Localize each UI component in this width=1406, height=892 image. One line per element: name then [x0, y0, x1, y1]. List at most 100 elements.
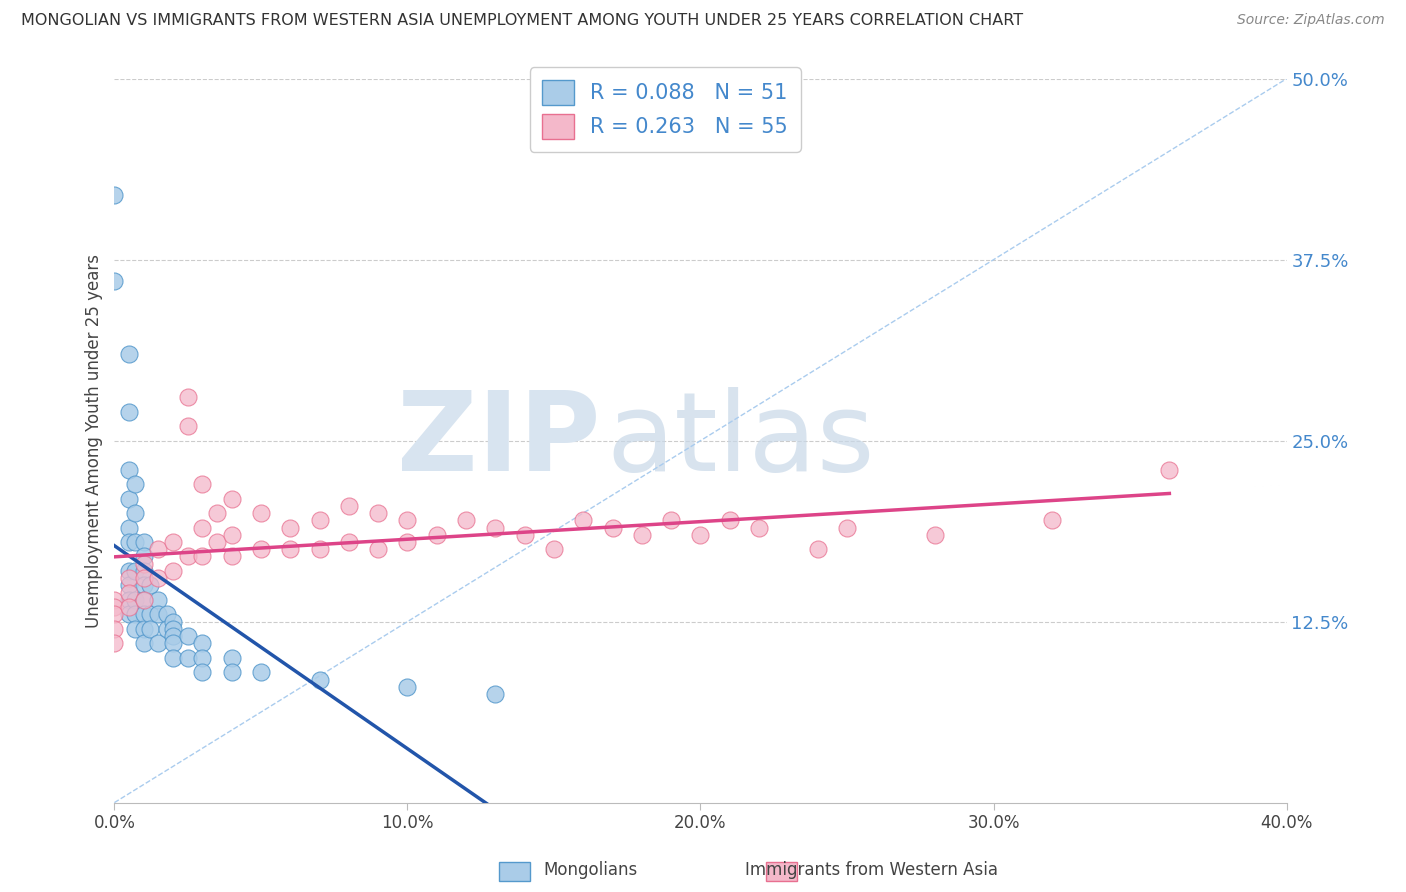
- Point: [191, 636, 214, 650]
- Point: [118, 491, 141, 506]
- Point: [162, 636, 184, 650]
- Point: [118, 347, 141, 361]
- Point: [132, 535, 155, 549]
- Point: [118, 564, 141, 578]
- Point: [1159, 462, 1181, 476]
- Point: [454, 513, 477, 527]
- Point: [631, 528, 654, 542]
- Point: [118, 600, 141, 615]
- Point: [278, 542, 301, 557]
- Point: [132, 636, 155, 650]
- Point: [103, 593, 125, 607]
- Point: [148, 593, 170, 607]
- Text: ZIP: ZIP: [398, 387, 600, 494]
- Point: [138, 578, 160, 592]
- Legend: R = 0.088   N = 51, R = 0.263   N = 55: R = 0.088 N = 51, R = 0.263 N = 55: [530, 68, 800, 152]
- Point: [367, 506, 389, 520]
- Point: [250, 665, 273, 680]
- Point: [118, 462, 141, 476]
- Point: [191, 650, 214, 665]
- Point: [132, 549, 155, 564]
- Point: [176, 390, 198, 404]
- Point: [308, 542, 330, 557]
- Point: [602, 520, 624, 534]
- Point: [132, 578, 155, 592]
- Point: [124, 607, 146, 622]
- Point: [162, 535, 184, 549]
- Point: [162, 650, 184, 665]
- Point: [191, 477, 214, 491]
- Point: [176, 549, 198, 564]
- Point: [396, 513, 419, 527]
- Point: [191, 665, 214, 680]
- Point: [162, 564, 184, 578]
- Point: [103, 600, 125, 615]
- Point: [221, 665, 243, 680]
- Point: [807, 542, 830, 557]
- Point: [176, 650, 198, 665]
- Point: [396, 680, 419, 694]
- Point: [118, 520, 141, 534]
- Point: [124, 593, 146, 607]
- Point: [118, 585, 141, 599]
- Point: [308, 513, 330, 527]
- Point: [103, 636, 125, 650]
- Text: atlas: atlas: [607, 387, 875, 494]
- Point: [124, 535, 146, 549]
- Point: [132, 622, 155, 636]
- Point: [138, 622, 160, 636]
- Point: [148, 607, 170, 622]
- Point: [748, 520, 770, 534]
- Point: [205, 535, 228, 549]
- Point: [308, 673, 330, 687]
- Point: [572, 513, 595, 527]
- Point: [250, 506, 273, 520]
- Point: [205, 506, 228, 520]
- Point: [103, 187, 125, 202]
- Point: [132, 593, 155, 607]
- Point: [337, 499, 360, 513]
- Point: [835, 520, 858, 534]
- Point: [689, 528, 711, 542]
- Text: MONGOLIAN VS IMMIGRANTS FROM WESTERN ASIA UNEMPLOYMENT AMONG YOUTH UNDER 25 YEAR: MONGOLIAN VS IMMIGRANTS FROM WESTERN ASI…: [21, 13, 1024, 29]
- Point: [118, 593, 141, 607]
- Point: [118, 607, 141, 622]
- Point: [924, 528, 946, 542]
- Text: Mongolians: Mongolians: [543, 861, 638, 879]
- Point: [367, 542, 389, 557]
- Point: [124, 564, 146, 578]
- Point: [103, 607, 125, 622]
- Point: [132, 564, 155, 578]
- Text: Immigrants from Western Asia: Immigrants from Western Asia: [745, 861, 998, 879]
- Point: [156, 622, 179, 636]
- Point: [118, 535, 141, 549]
- Point: [176, 419, 198, 434]
- Point: [103, 622, 125, 636]
- Point: [221, 549, 243, 564]
- Point: [156, 607, 179, 622]
- Point: [118, 405, 141, 419]
- Point: [132, 571, 155, 585]
- Point: [337, 535, 360, 549]
- Point: [484, 687, 506, 701]
- Point: [148, 636, 170, 650]
- Point: [513, 528, 536, 542]
- Point: [103, 274, 125, 288]
- Point: [543, 542, 565, 557]
- Point: [221, 491, 243, 506]
- Point: [191, 549, 214, 564]
- Point: [124, 477, 146, 491]
- Point: [278, 520, 301, 534]
- Point: [1040, 513, 1063, 527]
- Point: [148, 571, 170, 585]
- Point: [148, 542, 170, 557]
- Point: [118, 578, 141, 592]
- Point: [124, 506, 146, 520]
- Point: [396, 535, 419, 549]
- Point: [132, 607, 155, 622]
- Point: [659, 513, 682, 527]
- Point: [118, 571, 141, 585]
- Point: [162, 615, 184, 629]
- Point: [162, 622, 184, 636]
- Point: [718, 513, 741, 527]
